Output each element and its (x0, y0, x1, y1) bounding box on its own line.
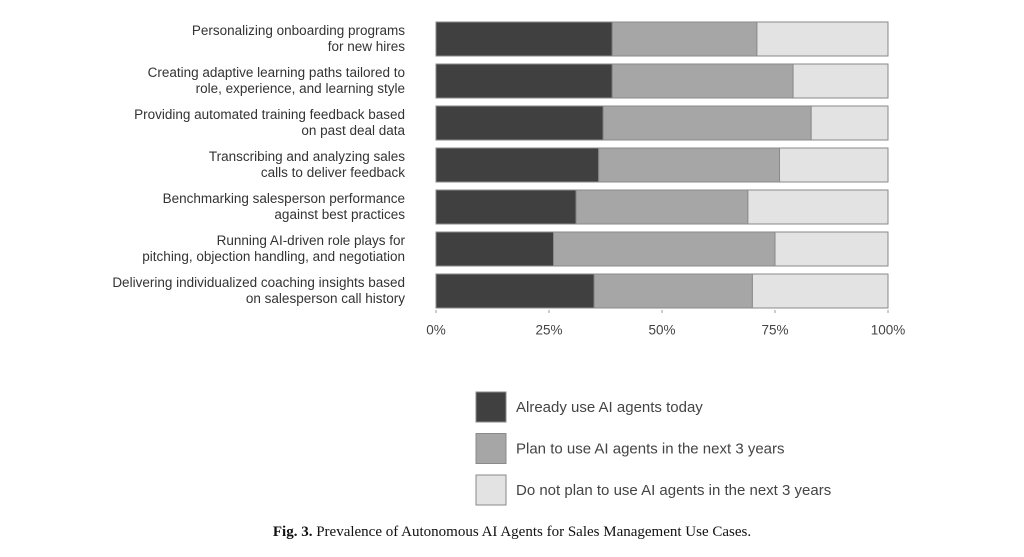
bar-segment (751, 273, 889, 309)
category-label: Transcribing and analyzing sales calls t… (208, 149, 405, 180)
caption: Fig. 3. Prevalence of Autonomous AI Agen… (0, 524, 1024, 541)
x-tick-label: 0% (426, 323, 446, 338)
category-label: Benchmarking salesperson performance aga… (162, 191, 405, 222)
bar-segment (593, 273, 753, 309)
x-tick-label: 50% (648, 323, 675, 338)
category-label: Personalizing onboarding programs for ne… (191, 23, 405, 54)
bar-segment (779, 147, 889, 183)
category-label: Providing automated training feedback ba… (134, 107, 405, 138)
x-tick-label: 100% (871, 323, 906, 338)
bar-segment (792, 63, 889, 99)
legend-swatch (475, 474, 507, 506)
bar-segment (435, 63, 613, 99)
bar-segment (435, 231, 555, 267)
caption-label: Fig. 3. (272, 524, 313, 540)
bar-segment (435, 273, 595, 309)
legend-label: Plan to use AI agents in the next 3 year… (516, 440, 785, 457)
category-label: Running AI-driven role plays for pitchin… (142, 233, 405, 264)
bar-segment (598, 147, 781, 183)
legend-swatch (475, 391, 507, 423)
legend-label: Already use AI agents today (516, 399, 703, 416)
bar-segment (602, 105, 812, 141)
x-tick-label: 25% (535, 323, 562, 338)
bar-segment (435, 21, 613, 57)
bar-segment (575, 189, 749, 225)
x-tick-label: 75% (761, 323, 788, 338)
bar-segment (611, 21, 758, 57)
bar-segment (774, 231, 889, 267)
bar-segment (435, 105, 604, 141)
category-label: Delivering individualized coaching insig… (112, 275, 405, 306)
bar-segment (435, 189, 577, 225)
bar-segment (756, 21, 889, 57)
legend-swatch (475, 433, 507, 464)
bar-segment (747, 189, 889, 225)
bar-segment (435, 147, 600, 183)
bar-segment (611, 63, 794, 99)
category-label: Creating adaptive learning paths tailore… (147, 65, 405, 96)
legend-label: Do not plan to use AI agents in the next… (516, 482, 831, 499)
caption-text: Prevalence of Autonomous AI Agents for S… (316, 524, 752, 540)
bar-segment (553, 231, 776, 267)
bar-segment (810, 105, 889, 141)
